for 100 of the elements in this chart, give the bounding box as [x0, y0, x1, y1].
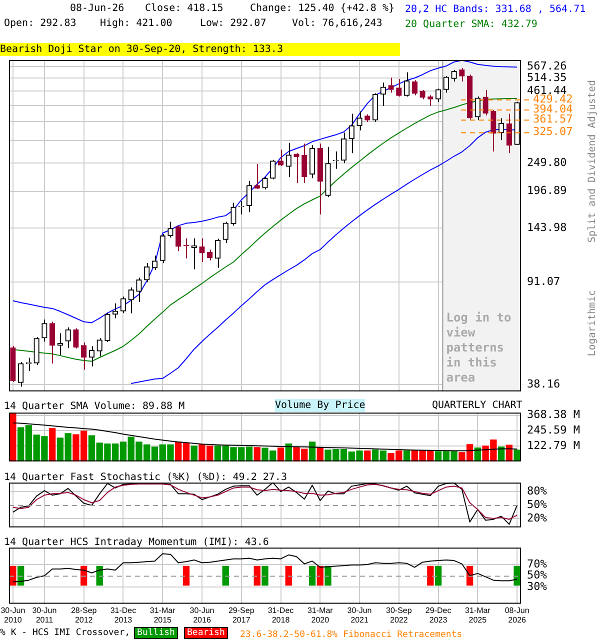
- candlestick: [26, 357, 32, 372]
- text: Low: 292.07: [200, 17, 266, 30]
- text: QUARTERLY CHART: [432, 399, 522, 412]
- candlestick: [214, 238, 221, 268]
- candlestick: [199, 238, 205, 262]
- candlestick: [183, 238, 190, 259]
- candlestick: [294, 152, 300, 184]
- candlestick: [333, 150, 339, 170]
- candlestick: [222, 221, 228, 244]
- candlestick: [435, 88, 442, 103]
- y-tick-label: 70%: [527, 557, 548, 570]
- candlestick: [356, 110, 362, 131]
- bar: [514, 450, 520, 462]
- candlestick: [176, 225, 182, 252]
- candlestick: [404, 72, 410, 98]
- candlestick: [128, 286, 134, 314]
- candlestick: [396, 78, 402, 98]
- y-tick-label: 567.26: [527, 59, 567, 72]
- candlestick: [459, 68, 465, 82]
- candlestick: [380, 82, 386, 106]
- x-tick-label: 28-Sep 2012: [70, 606, 98, 624]
- candlestick: [207, 249, 213, 261]
- chart-title: 14 Quarter HCS Intraday Momentum (IMI): 43.6: [4, 536, 269, 549]
- y-tick-label: 245.59 M: [527, 424, 580, 437]
- text: Change: 125.40 {+42.8 %}: [250, 2, 394, 15]
- bar: [277, 448, 284, 462]
- text: Bearish: [184, 627, 228, 639]
- y-tick-label: 249.80: [527, 156, 567, 170]
- bar: [403, 450, 410, 462]
- text: 20 Quarter SMA: 432.79: [405, 18, 538, 32]
- candlestick: [428, 94, 434, 106]
- candlestick: [302, 143, 308, 184]
- y-tick-label: 514.35: [527, 71, 567, 84]
- text: Open: 292.83: [4, 17, 76, 30]
- x-tick-label: 29-Dec 2023: [425, 606, 452, 624]
- candlestick: [49, 321, 56, 364]
- candlestick: [136, 277, 142, 302]
- bar: [48, 428, 56, 462]
- candlestick: [278, 149, 284, 166]
- candlestick: [443, 76, 449, 94]
- series-label: 14 Quarter SMA Volume: 89.88 M: [4, 400, 185, 414]
- candlestick: [490, 110, 496, 152]
- candlestick: [18, 362, 24, 388]
- candlestick: [112, 302, 118, 319]
- text: 20,2 HC Bands: 331.68 , 564.71: [405, 3, 586, 17]
- y-tick-label: 80%: [527, 484, 548, 498]
- candlestick: [81, 342, 87, 370]
- x-tick-label: 31-Mar 2015: [150, 606, 176, 624]
- candlestick: [309, 144, 316, 179]
- candlestick: [270, 159, 276, 180]
- y-tick-label: 143.98: [527, 220, 567, 234]
- candlestick: [88, 346, 95, 367]
- candlestick: [451, 69, 457, 82]
- text: 23.6-38.2-50-61.8% Fibonacci Retracements: [240, 629, 462, 640]
- candlestick: [152, 255, 158, 270]
- y-tick-label: 50%: [527, 568, 548, 582]
- candlestick: [168, 221, 174, 238]
- chart-title: 14 Quarter Fast Stochastic (%K) (%D): 49.2 27.3: [4, 471, 287, 484]
- bar: [10, 412, 16, 462]
- candlestick: [120, 296, 126, 314]
- candlestick: [73, 328, 79, 350]
- x-tick-label: 31-Dec 2018: [268, 606, 294, 624]
- x-tick-label: 30-Jun 2016: [190, 606, 214, 624]
- candlestick: [317, 143, 323, 215]
- candlestick: [238, 200, 244, 215]
- candlestick: [254, 164, 260, 189]
- ref-line-label: 394.04: [533, 102, 574, 116]
- candlestick: [388, 77, 394, 94]
- text: Bearish Doji Star on 30-Sep-20, Strength: 133.3: [0, 43, 400, 56]
- candlestick: [474, 96, 481, 121]
- text: 08-Jun-26: [70, 2, 124, 15]
- y-tick-label: 20%: [527, 511, 548, 524]
- candlestick: [372, 92, 378, 122]
- bar: [190, 446, 198, 462]
- y-tick-label: 368.38 M: [527, 408, 580, 422]
- candlestick: [10, 345, 16, 382]
- candlestick: [364, 114, 370, 122]
- y-tick-label: 196.89: [527, 184, 567, 198]
- text: Logarithmic: [586, 290, 599, 356]
- y-tick-label: 30%: [527, 580, 548, 593]
- candlestick: [325, 146, 331, 198]
- candlestick: [498, 118, 504, 141]
- x-tick-label: 31-Dec 2013: [110, 606, 136, 624]
- x-tick-label: 30-Jun 2021: [347, 606, 372, 624]
- y-tick-label: 122.79 M: [527, 438, 580, 452]
- candlestick: [286, 142, 292, 178]
- x-tick-label: 29-Sep 2017: [228, 606, 255, 624]
- ref-line-label: 325.07: [533, 125, 573, 138]
- candlestick: [34, 336, 40, 366]
- candlestick: [340, 132, 347, 164]
- y-tick-label: 50%: [527, 498, 548, 511]
- x-tick-label: 31-Mar 2020: [307, 606, 334, 624]
- text: Bullish: [134, 627, 178, 639]
- candlestick: [42, 319, 48, 342]
- bar: [254, 447, 260, 462]
- candlestick: [482, 90, 488, 116]
- candlestick: [506, 113, 512, 154]
- y-tick-label: 91.07: [527, 274, 560, 288]
- legend-title: % K - HCS IMI Crossover,: [0, 628, 130, 638]
- candlestick: [230, 202, 236, 226]
